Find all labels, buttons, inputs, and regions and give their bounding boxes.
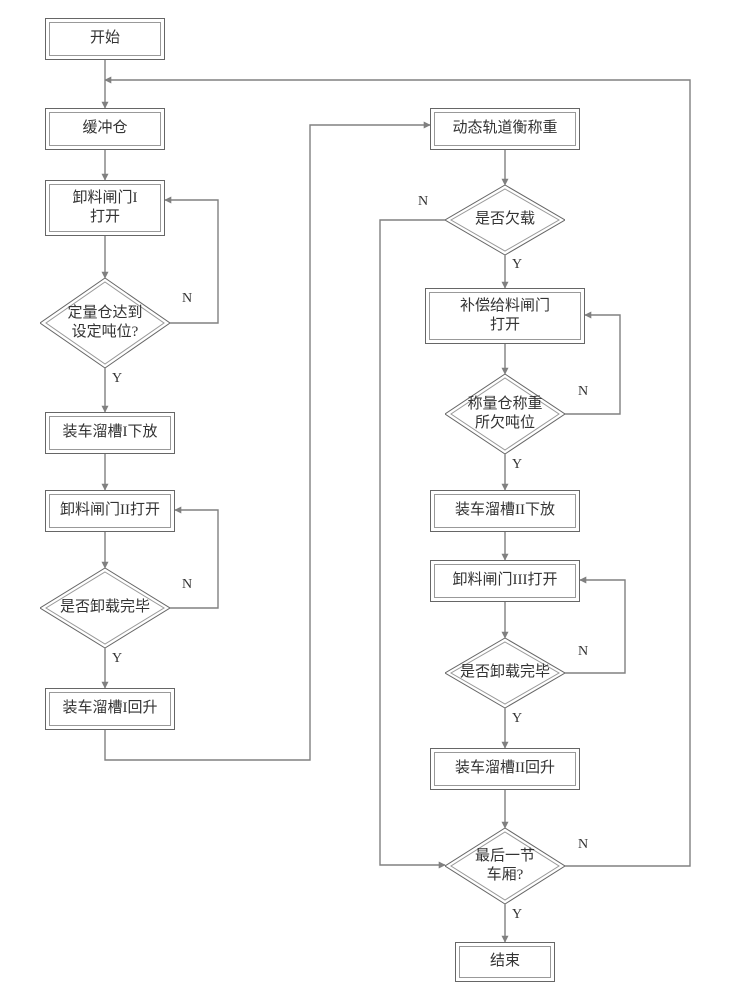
node-chuteII: 装车溜槽II下放	[430, 490, 580, 532]
svg-text:Y: Y	[112, 651, 122, 666]
decision-owed-tonnage: 称量仓称重 所欠吨位	[445, 374, 565, 454]
node-chuteI-return: 装车溜槽I回升	[45, 688, 175, 730]
svg-text:Y: Y	[512, 457, 522, 472]
node-gateII: 卸料闸门II打开	[45, 490, 175, 532]
decision-quota: 定量仓达到 设定吨位?	[40, 278, 170, 368]
flowchart-canvas: Y N Y N Y N Y N Y N Y N 开始 缓冲仓 卸料闸门I 打开 定量仓达到 设定吨位?…	[0, 0, 731, 1000]
node-gateIII: 卸料闸门III打开	[430, 560, 580, 602]
node-gateI: 卸料闸门I 打开	[45, 180, 165, 236]
svg-text:N: N	[182, 577, 192, 592]
decision-underload: 是否欠载	[445, 185, 565, 255]
svg-text:Y: Y	[512, 907, 522, 922]
node-buffer: 缓冲仓	[45, 108, 165, 150]
svg-text:Y: Y	[512, 257, 522, 272]
svg-text:N: N	[182, 291, 192, 306]
node-end: 结束	[455, 942, 555, 982]
node-weigh: 动态轨道衡称重	[430, 108, 580, 150]
node-start: 开始	[45, 18, 165, 60]
node-comp-gate: 补偿给料闸门 打开	[425, 288, 585, 344]
decision-unload-done-right: 是否卸载完毕	[445, 638, 565, 708]
svg-text:Y: Y	[112, 371, 122, 386]
node-chuteI: 装车溜槽I下放	[45, 412, 175, 454]
node-chuteII-return: 装车溜槽II回升	[430, 748, 580, 790]
svg-text:N: N	[578, 837, 588, 852]
decision-unload-done-left: 是否卸载完毕	[40, 568, 170, 648]
svg-text:N: N	[578, 384, 588, 399]
decision-last-car: 最后一节 车厢?	[445, 828, 565, 904]
svg-text:N: N	[578, 644, 588, 659]
svg-text:Y: Y	[512, 711, 522, 726]
svg-text:N: N	[418, 194, 428, 209]
